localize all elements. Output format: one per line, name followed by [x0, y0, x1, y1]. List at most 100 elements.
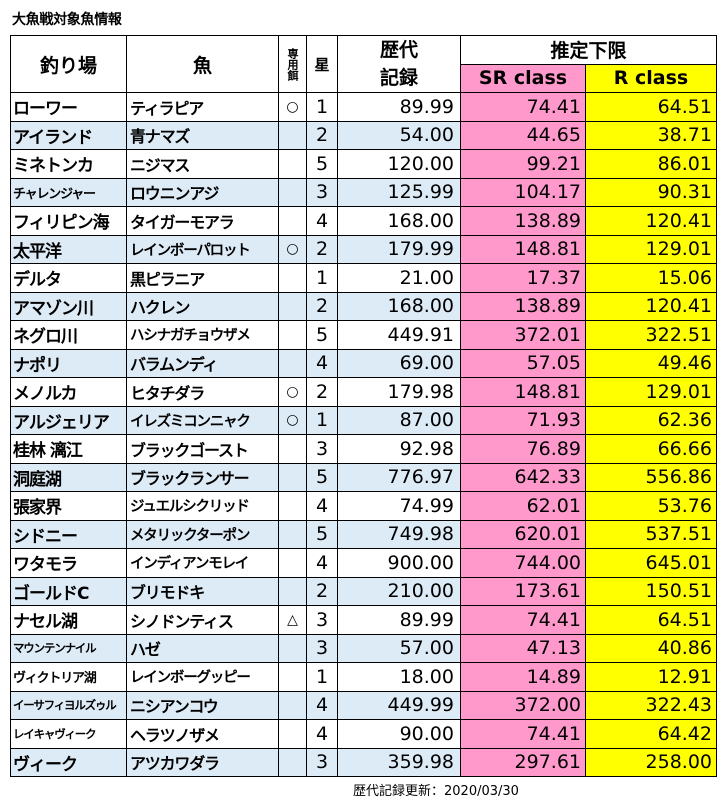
place-cell: ローワー — [10, 92, 127, 122]
table-row: ネグロ川 ハシナガチョウザメ 5 449.91 372.01 322.51 — [10, 320, 717, 350]
sr-class-cell: 642.33 — [460, 462, 586, 492]
star-cell: 4 — [306, 348, 338, 378]
fish-cell: ロウニンアジ — [126, 177, 279, 207]
fish-cell: レインボーグッピー — [126, 662, 279, 692]
place-cell: チャレンジャー — [10, 177, 127, 207]
r-class-cell: 258.00 — [585, 747, 717, 777]
record-cell: 120.00 — [337, 149, 461, 179]
r-class-cell: 40.86 — [585, 633, 717, 663]
place-cell: ネグロ川 — [10, 320, 127, 350]
star-cell: 4 — [306, 206, 338, 236]
star-cell: 3 — [306, 747, 338, 777]
header-bait-label: 専用餌 — [286, 47, 299, 81]
bait-cell — [278, 747, 307, 777]
table-row: デルタ 黒ピラニア 1 21.00 17.37 15.06 — [10, 263, 717, 293]
bait-cell — [278, 719, 307, 749]
fish-cell: イレズミコンニャク — [126, 405, 279, 435]
r-class-cell: 129.01 — [585, 377, 717, 407]
r-class-cell: 90.31 — [585, 177, 717, 207]
table-row: アルジェリア イレズミコンニャク ○ 1 87.00 71.93 62.36 — [10, 405, 717, 435]
sr-class-cell: 138.89 — [460, 291, 586, 321]
fish-table: 釣り場 魚 専用餌 星 歴代記録 推定下限 SR class R class ロ… — [10, 35, 717, 777]
fish-cell: ハクレン — [126, 291, 279, 321]
star-cell: 2 — [306, 120, 338, 150]
star-cell: 1 — [306, 92, 338, 122]
sr-class-cell: 148.81 — [460, 234, 586, 264]
place-cell: ミネトンカ — [10, 149, 127, 179]
place-cell: 太平洋 — [10, 234, 127, 264]
fish-cell: 黒ピラニア — [126, 263, 279, 293]
record-cell: 125.99 — [337, 177, 461, 207]
table-row: フィリピン海 タイガーモアラ 4 168.00 138.89 120.41 — [10, 206, 717, 236]
r-class-cell: 129.01 — [585, 234, 717, 264]
place-cell: デルタ — [10, 263, 127, 293]
sr-class-cell: 173.61 — [460, 576, 586, 606]
sr-class-cell: 74.41 — [460, 719, 586, 749]
place-cell: アルジェリア — [10, 405, 127, 435]
sr-class-cell: 76.89 — [460, 434, 586, 464]
record-cell: 21.00 — [337, 263, 461, 293]
r-class-cell: 120.41 — [585, 291, 717, 321]
table-row: 張家界 ジュエルシクリッド 4 74.99 62.01 53.76 — [10, 491, 717, 521]
r-class-cell: 53.76 — [585, 491, 717, 521]
record-cell: 69.00 — [337, 348, 461, 378]
fish-cell: シノドンティス — [126, 605, 279, 635]
fish-cell: メタリックターポン — [126, 519, 279, 549]
sr-class-cell: 74.41 — [460, 605, 586, 635]
record-cell: 900.00 — [337, 548, 461, 578]
table-row: ヴィクトリア湖 レインボーグッピー 1 18.00 14.89 12.91 — [10, 662, 717, 692]
fish-cell: ヒタチダラ — [126, 377, 279, 407]
header-sr-class: SR class — [460, 63, 586, 93]
r-class-cell: 322.51 — [585, 320, 717, 350]
table-row: アイランド 青ナマズ 2 54.00 44.65 38.71 — [10, 120, 717, 150]
bait-cell — [278, 206, 307, 236]
bait-cell — [278, 548, 307, 578]
table-row: ゴールドC ブリモドキ 2 210.00 173.61 150.51 — [10, 576, 717, 606]
fish-cell: ヘラツノザメ — [126, 719, 279, 749]
r-class-cell: 66.66 — [585, 434, 717, 464]
bait-cell: ○ — [278, 92, 307, 122]
r-class-cell: 64.51 — [585, 92, 717, 122]
fish-cell: レインボーパロット — [126, 234, 279, 264]
place-cell: ゴールドC — [10, 576, 127, 606]
place-cell: ナポリ — [10, 348, 127, 378]
r-class-cell: 62.36 — [585, 405, 717, 435]
bait-cell — [278, 263, 307, 293]
record-cell: 449.99 — [337, 690, 461, 720]
r-class-cell: 645.01 — [585, 548, 717, 578]
table-row: レイキャヴィーク ヘラツノザメ 4 90.00 74.41 64.42 — [10, 719, 717, 749]
star-cell: 2 — [306, 234, 338, 264]
record-cell: 168.00 — [337, 291, 461, 321]
bait-cell — [278, 690, 307, 720]
fish-cell: アツカワダラ — [126, 747, 279, 777]
fish-cell: ニシアンコウ — [126, 690, 279, 720]
star-cell: 3 — [306, 633, 338, 663]
sr-class-cell: 99.21 — [460, 149, 586, 179]
star-cell: 1 — [306, 662, 338, 692]
star-cell: 3 — [306, 177, 338, 207]
table-row: ミネトンカ ニジマス 5 120.00 99.21 86.01 — [10, 149, 717, 179]
place-cell: マウンテンナイル — [10, 633, 127, 663]
record-cell: 54.00 — [337, 120, 461, 150]
sr-class-cell: 17.37 — [460, 263, 586, 293]
sr-class-cell: 71.93 — [460, 405, 586, 435]
table-row: ナポリ バラムンディ 4 69.00 57.05 49.46 — [10, 348, 717, 378]
table-row: マウンテンナイル ハゼ 3 57.00 47.13 40.86 — [10, 633, 717, 663]
star-cell: 5 — [306, 462, 338, 492]
sr-class-cell: 620.01 — [460, 519, 586, 549]
r-class-cell: 12.91 — [585, 662, 717, 692]
record-cell: 87.00 — [337, 405, 461, 435]
fish-cell: タイガーモアラ — [126, 206, 279, 236]
place-cell: 張家界 — [10, 491, 127, 521]
record-cell: 89.99 — [337, 92, 461, 122]
place-cell: ナセル湖 — [10, 605, 127, 635]
table-row: ローワー ティラピア ○ 1 89.99 74.41 64.51 — [10, 92, 717, 122]
sr-class-cell: 44.65 — [460, 120, 586, 150]
header-record-label: 歴代記録 — [379, 39, 418, 89]
fish-cell: ブラックランサー — [126, 462, 279, 492]
record-cell: 18.00 — [337, 662, 461, 692]
update-note: 歴代記録更新：2020/03/30 — [353, 784, 519, 799]
bait-cell: ○ — [278, 234, 307, 264]
star-cell: 3 — [306, 605, 338, 635]
place-cell: 洞庭湖 — [10, 462, 127, 492]
